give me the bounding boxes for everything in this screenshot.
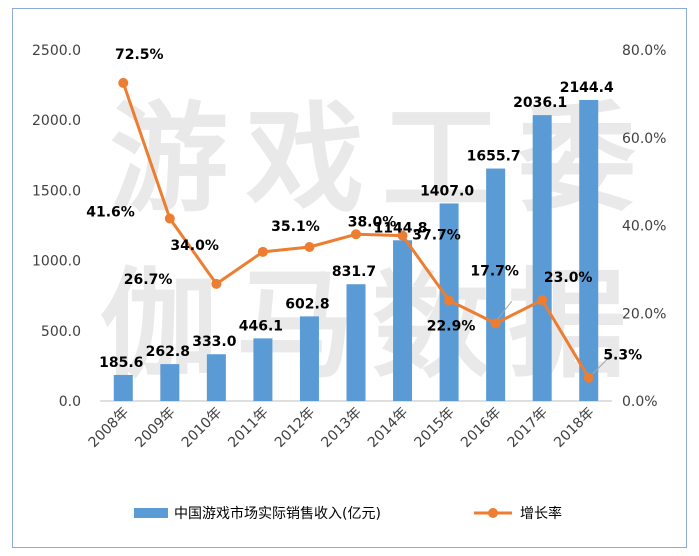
bar bbox=[393, 240, 413, 401]
line-point bbox=[537, 295, 548, 306]
x-tick-label: 2016年 bbox=[458, 405, 504, 451]
x-tick-label: 2009年 bbox=[132, 405, 178, 451]
bar-value-label: 2036.1 bbox=[513, 95, 567, 111]
x-tick-label: 2013年 bbox=[318, 405, 364, 451]
y-right-tick-label: 20.0% bbox=[622, 306, 666, 322]
x-tick-label: 2011年 bbox=[225, 405, 271, 451]
bar bbox=[346, 284, 366, 401]
y-right-tick-label: 0.0% bbox=[622, 394, 658, 410]
line-point bbox=[118, 77, 129, 88]
x-tick-label: 2010年 bbox=[179, 405, 225, 451]
growth-value-label: 37.7% bbox=[412, 228, 461, 244]
line-point bbox=[397, 230, 408, 241]
bar bbox=[579, 99, 599, 401]
line-point bbox=[351, 229, 361, 240]
growth-value-label: 34.0% bbox=[170, 238, 219, 254]
y-right-tick-label: 40.0% bbox=[622, 219, 666, 235]
bar bbox=[299, 316, 319, 401]
growth-value-label: 5.3% bbox=[603, 348, 642, 364]
legend-bar-swatch bbox=[134, 508, 168, 518]
line-point bbox=[304, 241, 315, 252]
leader-line bbox=[592, 359, 608, 375]
growth-value-label: 41.6% bbox=[86, 204, 135, 220]
growth-value-label: 72.5% bbox=[115, 47, 164, 63]
bar-value-label: 2144.4 bbox=[560, 80, 614, 96]
chart-frame bbox=[12, 8, 687, 548]
x-tick-label: 2012年 bbox=[272, 405, 318, 451]
bar-value-label: 1407.0 bbox=[420, 183, 474, 199]
growth-value-label: 23.0% bbox=[544, 270, 593, 286]
bar-value-label: 1655.7 bbox=[467, 149, 521, 165]
line-point bbox=[164, 213, 175, 224]
bar-value-label: 185.6 bbox=[99, 355, 143, 371]
y-left-tick-label: 0.0 bbox=[59, 394, 81, 410]
line-series bbox=[118, 77, 594, 383]
line-point bbox=[257, 246, 268, 257]
growth-value-label: 35.1% bbox=[271, 219, 320, 235]
bar bbox=[532, 115, 552, 401]
x-tick-label: 2014年 bbox=[365, 405, 411, 451]
x-tick-label: 2015年 bbox=[412, 405, 458, 451]
bar-value-label: 262.8 bbox=[146, 344, 190, 360]
legend-bar-label: 中国游戏市场实际销售收入(亿元) bbox=[174, 505, 381, 522]
legend-line-marker bbox=[488, 508, 498, 518]
line-point bbox=[583, 372, 594, 383]
y-right-tick-label: 80.0% bbox=[622, 43, 666, 59]
growth-value-label: 22.9% bbox=[427, 319, 476, 335]
legend-line-label: 增长率 bbox=[520, 505, 562, 522]
x-tick-label: 2017年 bbox=[505, 405, 551, 451]
line-point bbox=[490, 318, 501, 329]
growth-value-label: 17.7% bbox=[470, 263, 519, 279]
leader-line bbox=[497, 301, 513, 320]
y-left-tick-label: 1000.0 bbox=[32, 254, 81, 270]
bar bbox=[253, 338, 273, 401]
line-point bbox=[211, 278, 222, 289]
line-point bbox=[444, 295, 455, 306]
bar bbox=[486, 168, 506, 401]
growth-value-label: 26.7% bbox=[124, 272, 173, 288]
bar-value-label: 446.1 bbox=[239, 318, 283, 334]
bar bbox=[113, 374, 133, 401]
growth-value-label: 38.0% bbox=[348, 214, 397, 230]
bar-value-label: 602.8 bbox=[285, 296, 329, 312]
y-left-tick-label: 500.0 bbox=[41, 324, 81, 340]
bar-value-label: 1144.8 bbox=[374, 220, 428, 236]
bar bbox=[206, 354, 226, 401]
bar-value-label: 333.0 bbox=[192, 334, 237, 350]
watermark-line-1: 游戏工委 bbox=[110, 90, 654, 228]
x-tick-label: 2018年 bbox=[551, 405, 597, 451]
bar bbox=[160, 364, 180, 401]
legend: 中国游戏市场实际销售收入(亿元) 增长率 bbox=[134, 505, 562, 522]
y-left-tick-label: 2000.0 bbox=[32, 113, 81, 129]
y-right-tick-label: 60.0% bbox=[622, 131, 666, 147]
y-left-tick-label: 1500.0 bbox=[32, 183, 81, 199]
bar-value-label: 831.7 bbox=[332, 264, 376, 280]
y-left-tick-label: 2500.0 bbox=[32, 43, 81, 59]
x-tick-label: 2008年 bbox=[86, 405, 132, 451]
